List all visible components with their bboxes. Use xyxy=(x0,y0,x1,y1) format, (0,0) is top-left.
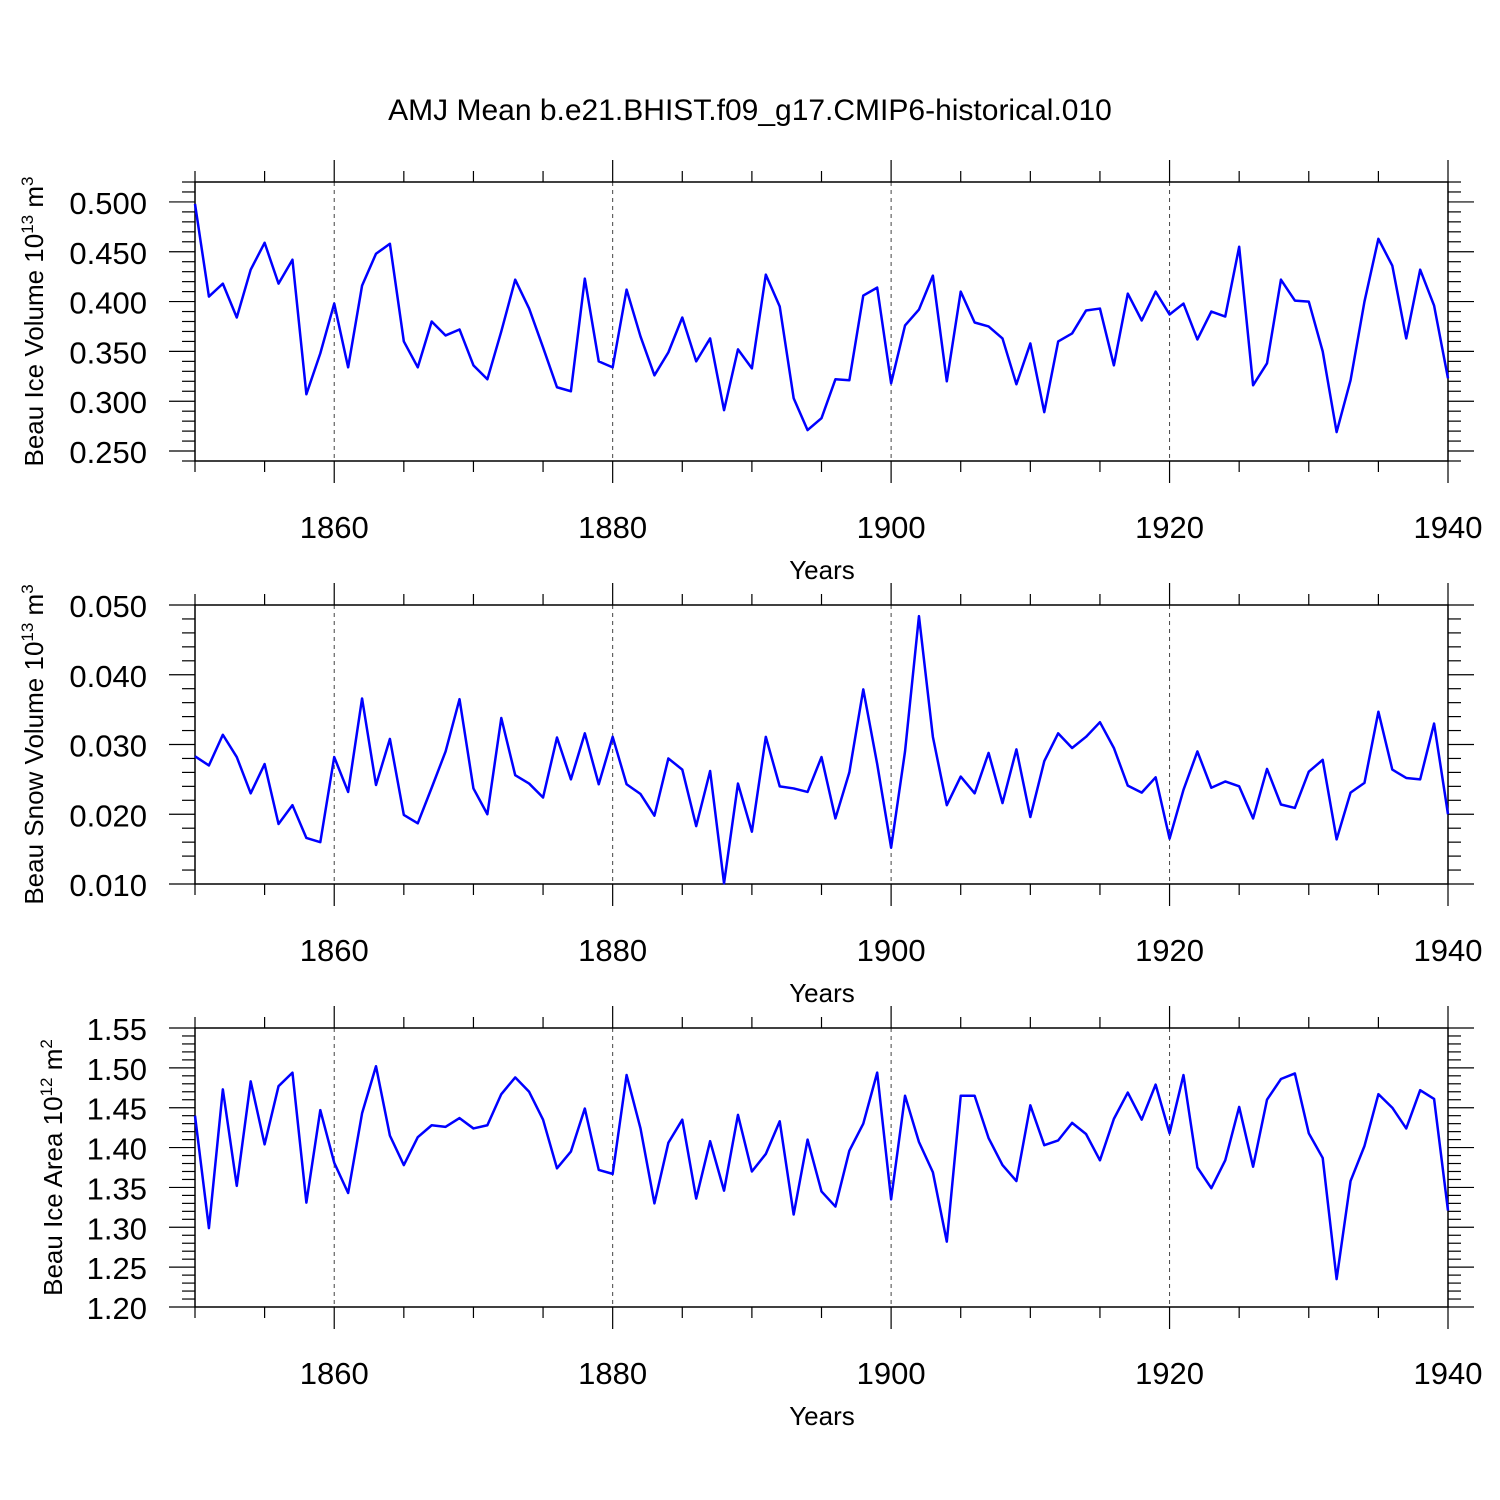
ice-area-ylabel-main: Beau Ice Area 10 xyxy=(38,1096,68,1295)
ice-volume-xtick-label-1860: 1860 xyxy=(300,510,369,545)
snow-volume-ytick-label: 0.030 xyxy=(69,729,147,764)
ice-area-line xyxy=(193,1065,1450,1281)
ice-area-xtick-label-1900: 1900 xyxy=(857,1356,926,1391)
ice-volume-xtick-label-1940: 1940 xyxy=(1414,510,1483,545)
ice-area-xtick-label-1860: 1860 xyxy=(300,1356,369,1391)
ice-volume-ylabel-exp: 13 xyxy=(18,215,37,234)
panel-snow-volume-ticks xyxy=(169,583,1474,906)
panel-ice-area-xlabel: Years xyxy=(789,1401,855,1431)
ice-area-ytick-label: 1.50 xyxy=(87,1052,147,1087)
snow-volume-ytick-label: 0.010 xyxy=(69,868,147,903)
ice-volume-ytick-label: 0.350 xyxy=(69,335,147,370)
ice-volume-ytick-label: 0.500 xyxy=(69,186,147,221)
snow-volume-xtick-label-1880: 1880 xyxy=(578,933,647,968)
ice-volume-ytick-label: 0.400 xyxy=(69,286,147,321)
ice-area-ylabel-unit-exp: 2 xyxy=(37,1039,56,1048)
panel-ice-area-xtick-labels: 1860 1880 1900 1920 1940 xyxy=(300,1356,1483,1391)
panel-ice-volume-ylabel: Beau Ice Volume 1013 m3 xyxy=(18,177,49,467)
snow-volume-xtick-label-1940: 1940 xyxy=(1414,933,1483,968)
panel-ice-area-ticks xyxy=(169,1006,1474,1329)
ice-area-xtick-label-1920: 1920 xyxy=(1135,1356,1204,1391)
snow-volume-xtick-label-1900: 1900 xyxy=(857,933,926,968)
ice-area-ytick-label: 1.30 xyxy=(87,1211,147,1246)
figure-title: AMJ Mean b.e21.BHIST.f09_g17.CMIP6-histo… xyxy=(388,94,1112,127)
ice-volume-ylabel-unit: m xyxy=(19,186,49,215)
snow-volume-xtick-label-1920: 1920 xyxy=(1135,933,1204,968)
ice-volume-xtick-label-1920: 1920 xyxy=(1135,510,1204,545)
panel-ice-volume-grid xyxy=(333,182,1171,461)
snow-volume-ylabel-unit-exp: 3 xyxy=(18,584,37,593)
ice-area-ytick-label: 1.40 xyxy=(87,1132,147,1167)
ice-volume-xtick-label-1880: 1880 xyxy=(578,510,647,545)
ice-volume-ylabel-unit-exp: 3 xyxy=(18,177,37,186)
ice-area-ylabel-unit: m xyxy=(38,1049,68,1078)
panel-ice-area-ylabel: Beau Ice Area 1012 m2 xyxy=(37,1039,68,1296)
panel-snow-volume-ylabel: Beau Snow Volume 1013 m3 xyxy=(18,584,49,904)
panel-ice-area: 1.20 1.25 1.30 1.35 1.40 1.45 1.50 1.55 1860 188… xyxy=(37,1006,1482,1431)
panel-snow-volume-grid xyxy=(333,605,1171,884)
snow-volume-ylabel-exp: 13 xyxy=(18,623,37,642)
panel-ice-volume-ticks xyxy=(169,160,1474,483)
ice-area-ytick-label: 1.25 xyxy=(87,1251,147,1286)
panel-ice-volume-xlabel: Years xyxy=(789,555,855,585)
panel-snow-volume-xlabel: Years xyxy=(789,978,855,1008)
snow-volume-ytick-label: 0.040 xyxy=(69,659,147,694)
panel-snow-volume-ytick-labels: 0.010 0.020 0.030 0.040 0.050 xyxy=(69,589,147,903)
ice-volume-ytick-label: 0.250 xyxy=(69,435,147,470)
panel-ice-volume-frame xyxy=(194,181,1449,462)
snow-volume-line xyxy=(194,614,1450,885)
panel-snow-volume: 0.010 0.020 0.030 0.040 0.050 1860 1880 1900 19… xyxy=(18,583,1482,1008)
snow-volume-xtick-label-1860: 1860 xyxy=(300,933,369,968)
panel-ice-volume-ytick-labels: 0.250 0.300 0.350 0.400 0.450 0.500 xyxy=(69,186,147,470)
ice-volume-line xyxy=(193,203,1450,434)
ice-area-ytick-label: 1.20 xyxy=(87,1291,147,1326)
ice-area-ytick-label: 1.55 xyxy=(87,1012,147,1047)
panel-ice-area-frame xyxy=(194,1027,1449,1308)
panel-ice-volume-xtick-labels: 1860 1880 1900 1920 1940 xyxy=(300,510,1483,545)
snow-volume-ytick-label: 0.020 xyxy=(69,798,147,833)
ice-volume-ytick-label: 0.300 xyxy=(69,385,147,420)
ice-volume-ytick-label: 0.450 xyxy=(69,236,147,271)
ice-area-ytick-label: 1.35 xyxy=(87,1171,147,1206)
ice-area-ylabel-exp: 12 xyxy=(37,1077,56,1096)
ice-volume-xtick-label-1900: 1900 xyxy=(857,510,926,545)
ice-volume-ylabel-main: Beau Ice Volume 10 xyxy=(19,234,49,467)
ice-area-xtick-label-1940: 1940 xyxy=(1414,1356,1483,1391)
ice-area-xtick-label-1880: 1880 xyxy=(578,1356,647,1391)
snow-volume-ytick-label: 0.050 xyxy=(69,589,147,624)
ice-area-ytick-label: 1.45 xyxy=(87,1092,147,1127)
panel-snow-volume-xtick-labels: 1860 1880 1900 1920 1940 xyxy=(300,933,1483,968)
panel-snow-volume-frame xyxy=(194,604,1449,885)
panel-ice-area-ytick-labels: 1.20 1.25 1.30 1.35 1.40 1.45 1.50 1.55 xyxy=(87,1012,147,1326)
snow-volume-ylabel-main: Beau Snow Volume 10 xyxy=(19,642,49,905)
snow-volume-ylabel-unit: m xyxy=(19,594,49,623)
